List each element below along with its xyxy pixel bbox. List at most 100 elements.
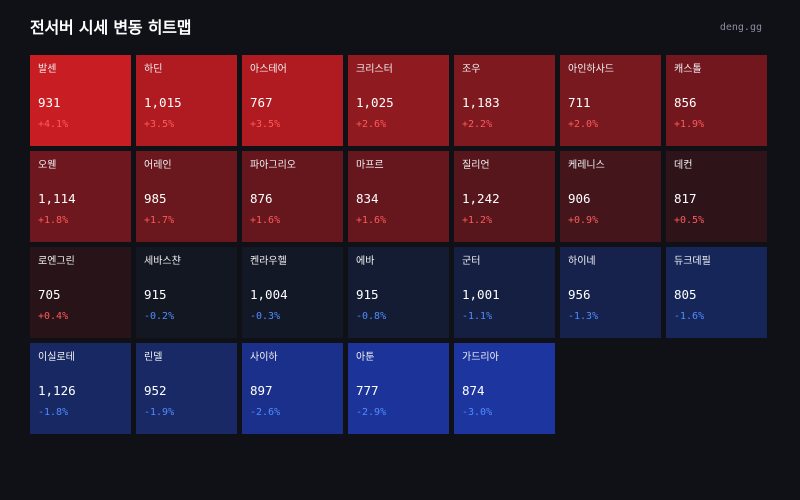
- heatmap-cell[interactable]: 아인하사드 711 +2.0%: [560, 55, 661, 146]
- server-name: 크리스터: [356, 64, 393, 75]
- heatmap-cell[interactable]: 발센 931 +4.1%: [30, 55, 131, 146]
- price-change: +1.6%: [250, 215, 281, 226]
- server-price: 915: [144, 287, 167, 302]
- price-change: +1.8%: [38, 215, 69, 226]
- heatmap-cell[interactable]: 이실로테 1,126 -1.8%: [30, 343, 131, 434]
- server-price: 767: [250, 95, 273, 110]
- server-name: 사이하: [250, 352, 278, 363]
- price-change: +3.5%: [250, 119, 281, 130]
- server-name: 아인하사드: [568, 64, 614, 75]
- price-change: +2.2%: [462, 119, 493, 130]
- server-name: 캐스톨: [674, 64, 702, 75]
- price-change: +0.5%: [674, 215, 705, 226]
- price-change: +0.4%: [38, 311, 69, 322]
- heatmap-cell[interactable]: 데컨 817 +0.5%: [666, 151, 767, 242]
- heatmap-cell[interactable]: 크리스터 1,025 +2.6%: [348, 55, 449, 146]
- server-name: 발센: [38, 64, 57, 75]
- server-price: 1,126: [38, 383, 76, 398]
- price-change: +3.5%: [144, 119, 175, 130]
- heatmap-cell[interactable]: 군터 1,001 -1.1%: [454, 247, 555, 338]
- heatmap-cell[interactable]: 파아그리오 876 +1.6%: [242, 151, 343, 242]
- server-name: 군터: [462, 256, 481, 267]
- price-change: -1.9%: [144, 407, 175, 418]
- heatmap-cell[interactable]: 아툰 777 -2.9%: [348, 343, 449, 434]
- server-name: 린델: [144, 352, 163, 363]
- price-change: -1.1%: [462, 311, 493, 322]
- server-price: 1,114: [38, 191, 76, 206]
- server-price: 906: [568, 191, 591, 206]
- server-price: 931: [38, 95, 61, 110]
- heatmap-cell[interactable]: 마프르 834 +1.6%: [348, 151, 449, 242]
- price-change: -0.3%: [250, 311, 281, 322]
- server-price: 705: [38, 287, 61, 302]
- server-name: 하딘: [144, 64, 163, 75]
- heatmap-cell[interactable]: 아스테어 767 +3.5%: [242, 55, 343, 146]
- server-name: 조우: [462, 64, 481, 75]
- heatmap-cell[interactable]: 사이하 897 -2.6%: [242, 343, 343, 434]
- server-price: 817: [674, 191, 697, 206]
- heatmap-cell[interactable]: 세바스챤 915 -0.2%: [136, 247, 237, 338]
- heatmap-cell[interactable]: 켄라우헬 1,004 -0.3%: [242, 247, 343, 338]
- server-name: 질리언: [462, 160, 490, 171]
- price-change: +1.2%: [462, 215, 493, 226]
- server-price: 897: [250, 383, 273, 398]
- server-name: 듀크데필: [674, 256, 711, 267]
- server-price: 1,242: [462, 191, 500, 206]
- server-name: 아툰: [356, 352, 375, 363]
- price-change: -1.3%: [568, 311, 599, 322]
- server-price: 874: [462, 383, 485, 398]
- price-change: -2.6%: [250, 407, 281, 418]
- server-price: 856: [674, 95, 697, 110]
- server-name: 켄라우헬: [250, 256, 287, 267]
- server-price: 952: [144, 383, 167, 398]
- server-name: 어레인: [144, 160, 172, 171]
- server-price: 956: [568, 287, 591, 302]
- server-price: 834: [356, 191, 379, 206]
- server-price: 777: [356, 383, 379, 398]
- heatmap-cell[interactable]: 질리언 1,242 +1.2%: [454, 151, 555, 242]
- price-change: -1.6%: [674, 311, 705, 322]
- price-change: +1.7%: [144, 215, 175, 226]
- heatmap-cell[interactable]: 가드리아 874 -3.0%: [454, 343, 555, 434]
- server-name: 하이네: [568, 256, 596, 267]
- heatmap-cell[interactable]: 하딘 1,015 +3.5%: [136, 55, 237, 146]
- heatmap-cell[interactable]: 조우 1,183 +2.2%: [454, 55, 555, 146]
- heatmap-cell[interactable]: 케레니스 906 +0.9%: [560, 151, 661, 242]
- server-price: 1,001: [462, 287, 500, 302]
- heatmap-cell[interactable]: 로엔그린 705 +0.4%: [30, 247, 131, 338]
- server-name: 에바: [356, 256, 375, 267]
- server-price: 876: [250, 191, 273, 206]
- server-price: 1,183: [462, 95, 500, 110]
- server-price: 711: [568, 95, 591, 110]
- server-name: 가드리아: [462, 352, 499, 363]
- price-change: +1.6%: [356, 215, 387, 226]
- server-price: 985: [144, 191, 167, 206]
- heatmap-cell[interactable]: 어레인 985 +1.7%: [136, 151, 237, 242]
- price-change: -2.9%: [356, 407, 387, 418]
- heatmap-cell[interactable]: 듀크데필 805 -1.6%: [666, 247, 767, 338]
- server-price: 915: [356, 287, 379, 302]
- server-name: 케레니스: [568, 160, 605, 171]
- heatmap-cell[interactable]: 에바 915 -0.8%: [348, 247, 449, 338]
- heatmap-cell[interactable]: 오웬 1,114 +1.8%: [30, 151, 131, 242]
- price-change: +2.6%: [356, 119, 387, 130]
- price-change: -1.8%: [38, 407, 69, 418]
- server-price: 805: [674, 287, 697, 302]
- heatmap-cell[interactable]: 캐스톨 856 +1.9%: [666, 55, 767, 146]
- price-change: +1.9%: [674, 119, 705, 130]
- server-price: 1,025: [356, 95, 394, 110]
- server-price: 1,004: [250, 287, 288, 302]
- header: 전서버 시세 변동 히트맵 deng.gg: [30, 16, 762, 40]
- server-name: 세바스챤: [144, 256, 181, 267]
- heatmap-cell[interactable]: 하이네 956 -1.3%: [560, 247, 661, 338]
- server-name: 오웬: [38, 160, 57, 171]
- server-name: 파아그리오: [250, 160, 296, 171]
- source-label: deng.gg: [719, 22, 762, 33]
- server-name: 이실로테: [38, 352, 75, 363]
- server-name: 마프르: [356, 160, 384, 171]
- server-name: 로엔그린: [38, 256, 75, 267]
- heatmap-cell[interactable]: 린델 952 -1.9%: [136, 343, 237, 434]
- price-change: -0.8%: [356, 311, 387, 322]
- price-change: +0.9%: [568, 215, 599, 226]
- server-name: 아스테어: [250, 64, 287, 75]
